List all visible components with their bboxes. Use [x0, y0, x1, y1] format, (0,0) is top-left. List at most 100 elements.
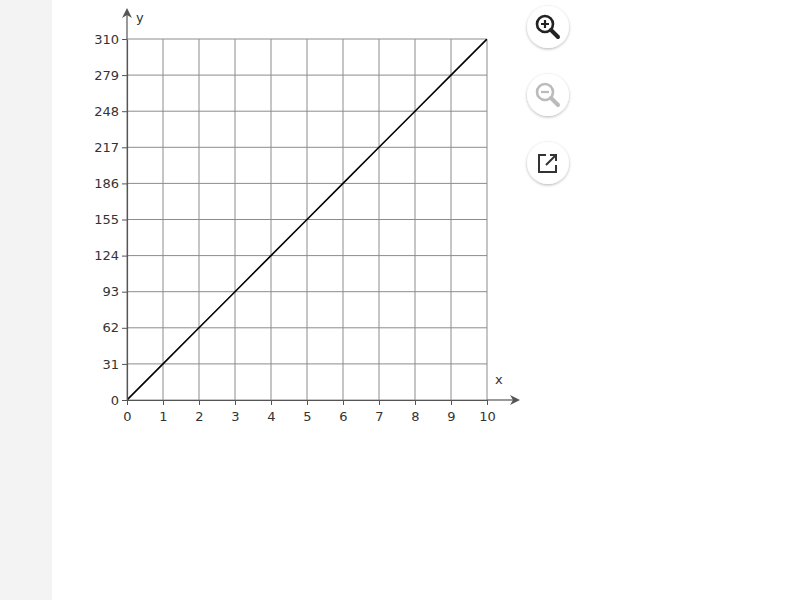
tick: 3 — [231, 400, 239, 424]
tick-mark — [415, 400, 416, 405]
tick-mark — [199, 400, 200, 405]
zoom-in-button[interactable] — [527, 6, 569, 48]
grid-line-y — [127, 75, 487, 76]
tick-mark — [122, 183, 127, 184]
tick: 155 — [94, 212, 127, 227]
grid-line-y — [127, 327, 487, 328]
tick-label: 1 — [159, 409, 167, 424]
icon-handle[interactable] — [551, 30, 558, 37]
tick-label: 0 — [123, 409, 131, 424]
tick-mark — [122, 111, 127, 112]
y-arrow-head — [122, 8, 132, 18]
button-bg[interactable] — [527, 6, 569, 48]
grid-line-y — [127, 39, 487, 40]
tick-mark — [122, 364, 127, 365]
tick: 6 — [339, 400, 347, 424]
tick-mark — [451, 400, 452, 405]
y-axis: 0 31 62 93 124 155 186 217 248 279 310 — [94, 32, 127, 408]
y-axis-title: y — [136, 10, 144, 25]
tick-mark — [122, 328, 127, 329]
tick: 93 — [102, 284, 127, 299]
plot: 0 1 2 3 4 5 6 7 8 9 10 0 31 62 93 124 155 186 217 248 279 310 — [94, 32, 496, 424]
tick: 9 — [447, 400, 455, 424]
tick-label: 62 — [102, 320, 119, 335]
tick-label: 0 — [111, 393, 119, 408]
marks — [127, 39, 487, 400]
tick: 0 — [111, 393, 127, 408]
tick-label: 10 — [479, 409, 496, 424]
tick-label: 7 — [375, 409, 383, 424]
tick-mark — [235, 400, 236, 405]
tick-label: 9 — [447, 409, 455, 424]
tick-label: 217 — [94, 140, 119, 155]
grid-line-y — [127, 183, 487, 184]
tick-label: 8 — [411, 409, 419, 424]
tick-label: 279 — [94, 68, 119, 83]
x-arrow-line — [487, 399, 514, 400]
tick-mark — [122, 256, 127, 257]
grid — [127, 39, 487, 400]
tick-label: 248 — [94, 104, 119, 119]
tick-label: 124 — [94, 248, 119, 263]
tick: 7 — [375, 400, 383, 424]
tick: 217 — [94, 140, 127, 155]
tick-mark — [122, 400, 127, 401]
tick-mark — [122, 292, 127, 293]
tick-mark — [271, 400, 272, 405]
tick-label: 4 — [267, 409, 275, 424]
tick: 8 — [411, 400, 419, 424]
icon-handle[interactable] — [551, 98, 558, 105]
tick-mark — [487, 400, 488, 405]
tick-mark — [307, 400, 308, 405]
tick-label: 310 — [94, 32, 119, 47]
icon-sign[interactable] — [541, 91, 549, 93]
tick: 1 — [159, 400, 167, 424]
tick: 310 — [94, 32, 127, 47]
grid-line-y — [127, 255, 487, 256]
grid-line-y — [127, 111, 487, 112]
icon-arrow[interactable] — [546, 155, 556, 165]
icon-box[interactable] — [539, 155, 556, 172]
side-strip — [0, 0, 52, 600]
tick-mark — [343, 400, 344, 405]
tick-mark — [127, 400, 128, 405]
tick: 10 — [479, 400, 496, 424]
tick-label: 6 — [339, 409, 347, 424]
tick-mark — [122, 39, 127, 40]
tick: 248 — [94, 104, 127, 119]
axis-line — [127, 40, 128, 401]
grid-line-y — [127, 291, 487, 292]
tick-label: 186 — [94, 176, 119, 191]
y-arrow-line — [126, 14, 127, 39]
icon-sign[interactable] — [541, 20, 549, 28]
x-arrow-head — [510, 395, 520, 405]
tick: 124 — [94, 248, 127, 263]
button-bg[interactable] — [527, 74, 569, 116]
tick: 0 — [123, 400, 131, 424]
chart: 0 1 2 3 4 5 6 7 8 9 10 0 31 62 93 124 155 186 217 248 279 310… — [0, 0, 800, 600]
open-external-button[interactable] — [527, 142, 569, 184]
zoom-out-button[interactable] — [527, 74, 569, 116]
tick-label: 155 — [94, 212, 119, 227]
tick: 31 — [102, 357, 127, 372]
tick: 2 — [195, 400, 203, 424]
tick: 279 — [94, 68, 127, 83]
x-axis-title: x — [495, 372, 503, 387]
axis-arrows — [122, 8, 520, 405]
tick-label: 3 — [231, 409, 239, 424]
line — [127, 39, 487, 400]
tick: 5 — [303, 400, 311, 424]
tick-label: 31 — [102, 357, 119, 372]
tick-mark — [379, 400, 380, 405]
tick-label: 2 — [195, 409, 203, 424]
tick-mark — [122, 75, 127, 76]
tick-label: 93 — [102, 284, 119, 299]
tick-label: 5 — [303, 409, 311, 424]
tick: 186 — [94, 176, 127, 191]
tick-mark — [163, 400, 164, 405]
button-bg[interactable] — [527, 142, 569, 184]
grid-line-y — [127, 363, 487, 364]
x-axis: 0 1 2 3 4 5 6 7 8 9 10 — [123, 400, 495, 424]
grid-line-y — [127, 147, 487, 148]
tick-mark — [122, 220, 127, 221]
